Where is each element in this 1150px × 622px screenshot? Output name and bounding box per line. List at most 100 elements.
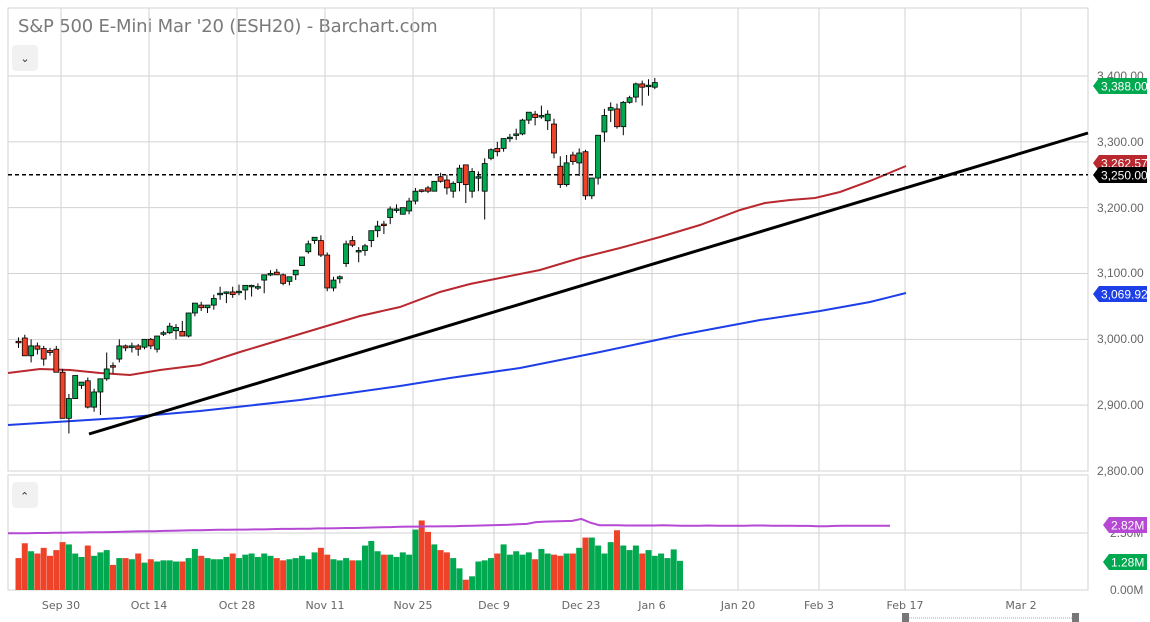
volume-bar bbox=[28, 551, 35, 590]
volume-bar bbox=[286, 559, 293, 590]
candle bbox=[557, 156, 564, 188]
volume-bar bbox=[462, 579, 469, 590]
collapse-volume-button[interactable]: ⌄ bbox=[12, 482, 38, 508]
candle bbox=[254, 283, 261, 290]
candle bbox=[418, 189, 425, 193]
volume-bar bbox=[412, 529, 419, 590]
candle bbox=[53, 345, 60, 373]
volume-bar bbox=[544, 553, 551, 590]
volume-bar bbox=[551, 554, 557, 590]
volume-bar bbox=[292, 558, 299, 590]
volume-bar bbox=[620, 545, 627, 590]
candle bbox=[179, 320, 186, 337]
volume-bar bbox=[437, 550, 444, 590]
volume-bar bbox=[116, 558, 123, 590]
svg-text:3,388.00: 3,388.00 bbox=[1101, 80, 1148, 94]
volume-bar bbox=[40, 547, 47, 590]
candle bbox=[544, 110, 551, 130]
volume-bar bbox=[374, 551, 381, 590]
volume-bar bbox=[330, 559, 337, 590]
volume-bar bbox=[179, 561, 186, 590]
candle bbox=[292, 269, 299, 281]
candle bbox=[469, 168, 476, 198]
candle bbox=[462, 164, 469, 204]
volume-bar bbox=[229, 553, 236, 590]
trendline[interactable] bbox=[88, 131, 1089, 436]
ma-blue-line bbox=[7, 292, 907, 426]
candle bbox=[261, 274, 268, 294]
price-axis-label: 3,300.00 bbox=[1097, 135, 1144, 149]
x-axis-label: Jan 6 bbox=[637, 599, 665, 612]
candle bbox=[481, 158, 488, 220]
x-axis-label: Feb 17 bbox=[887, 599, 924, 612]
volume-bar bbox=[336, 560, 343, 590]
volume-axis-label: 0.00M bbox=[1110, 583, 1143, 597]
volume-bar bbox=[670, 549, 677, 590]
volume-bar bbox=[368, 540, 375, 590]
candle bbox=[204, 304, 211, 313]
candle bbox=[66, 393, 72, 434]
candle bbox=[154, 335, 161, 353]
candle bbox=[412, 187, 419, 205]
volume-bar bbox=[677, 560, 683, 590]
candle bbox=[59, 368, 66, 419]
volume-bar bbox=[110, 564, 116, 590]
horizontal-line-value-tag: 3,250.00 bbox=[1093, 167, 1148, 183]
volume-bar bbox=[664, 558, 671, 590]
candle bbox=[191, 302, 198, 317]
candle bbox=[223, 291, 230, 304]
candle bbox=[494, 141, 501, 157]
candle bbox=[374, 220, 381, 238]
volume-bar bbox=[632, 545, 639, 590]
candle bbox=[626, 95, 633, 104]
candle bbox=[633, 82, 639, 103]
volume-bar bbox=[481, 560, 488, 590]
candle bbox=[47, 347, 53, 356]
volume-bar bbox=[210, 559, 217, 590]
volume-bar bbox=[254, 556, 261, 590]
candle bbox=[267, 270, 274, 277]
candle bbox=[601, 108, 608, 142]
volume-bar bbox=[242, 554, 249, 590]
volume-bar bbox=[601, 553, 608, 590]
volume-bar bbox=[658, 553, 665, 590]
volume-average-line bbox=[8, 517, 890, 535]
svg-text:3,250.00: 3,250.00 bbox=[1101, 169, 1148, 183]
candle bbox=[393, 204, 400, 213]
candle bbox=[97, 378, 104, 416]
candle bbox=[311, 236, 318, 244]
volume-bar bbox=[311, 552, 318, 590]
volume-bar bbox=[204, 558, 211, 590]
candle bbox=[639, 80, 646, 106]
svg-text:3,069.92: 3,069.92 bbox=[1101, 288, 1148, 302]
candle bbox=[21, 334, 28, 357]
volume-bar bbox=[103, 550, 110, 590]
candle bbox=[488, 148, 494, 161]
volume-bar bbox=[248, 553, 255, 590]
volume-bar bbox=[305, 559, 312, 590]
volume-bar bbox=[513, 551, 520, 590]
candle bbox=[78, 381, 85, 389]
volume-bar bbox=[135, 553, 142, 590]
candle bbox=[147, 338, 154, 350]
volume-bar bbox=[626, 550, 633, 590]
candle bbox=[570, 151, 576, 165]
volume-bar bbox=[217, 559, 224, 590]
candle bbox=[368, 230, 375, 248]
collapse-chart-button[interactable]: ⌄ bbox=[12, 45, 38, 71]
navigator-handle[interactable] bbox=[902, 613, 909, 622]
volume-bar bbox=[72, 553, 79, 590]
volume-bar bbox=[128, 559, 135, 590]
x-axis-label: Oct 28 bbox=[219, 599, 256, 612]
volume-bar bbox=[47, 555, 53, 590]
volume-bar bbox=[185, 558, 192, 590]
candle bbox=[406, 197, 413, 215]
x-axis-label: Nov 11 bbox=[306, 599, 345, 612]
volume-bar bbox=[456, 568, 463, 590]
candle bbox=[595, 134, 601, 185]
candle bbox=[588, 177, 595, 200]
navigator-handle[interactable] bbox=[1072, 613, 1079, 622]
candle bbox=[343, 240, 350, 267]
volume-bar bbox=[500, 544, 507, 590]
